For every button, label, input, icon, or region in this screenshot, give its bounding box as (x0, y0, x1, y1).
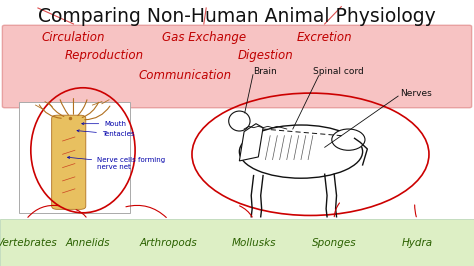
Text: Gas Exchange: Gas Exchange (162, 31, 246, 44)
Text: Vertebrates: Vertebrates (0, 238, 56, 248)
Text: Hydra: Hydra (401, 238, 433, 248)
Text: Nerves: Nerves (401, 89, 432, 98)
Text: Brain: Brain (254, 67, 277, 76)
Text: Circulation: Circulation (42, 31, 105, 44)
FancyBboxPatch shape (52, 115, 86, 209)
Polygon shape (239, 124, 263, 161)
Text: Mollusks: Mollusks (231, 238, 276, 248)
Text: Tentacles: Tentacles (77, 130, 135, 137)
Bar (0, 219, 474, 266)
Ellipse shape (228, 111, 250, 131)
Text: Communication: Communication (138, 69, 231, 82)
Text: Excretion: Excretion (297, 31, 353, 44)
Text: Nerve cells forming
nerve net: Nerve cells forming nerve net (67, 156, 165, 170)
Ellipse shape (239, 125, 363, 178)
Ellipse shape (332, 129, 365, 150)
Text: Mouth: Mouth (82, 121, 126, 127)
Text: Sponges: Sponges (312, 238, 356, 248)
Text: Reproduction: Reproduction (65, 49, 144, 62)
Text: Comparing Non-Human Animal Physiology: Comparing Non-Human Animal Physiology (38, 7, 436, 26)
Text: Annelids: Annelids (65, 238, 110, 248)
Text: Arthropods: Arthropods (139, 238, 197, 248)
Text: Digestion: Digestion (237, 49, 293, 62)
FancyBboxPatch shape (2, 25, 472, 108)
Text: Spinal cord: Spinal cord (313, 67, 364, 76)
Bar (19, 102, 130, 213)
